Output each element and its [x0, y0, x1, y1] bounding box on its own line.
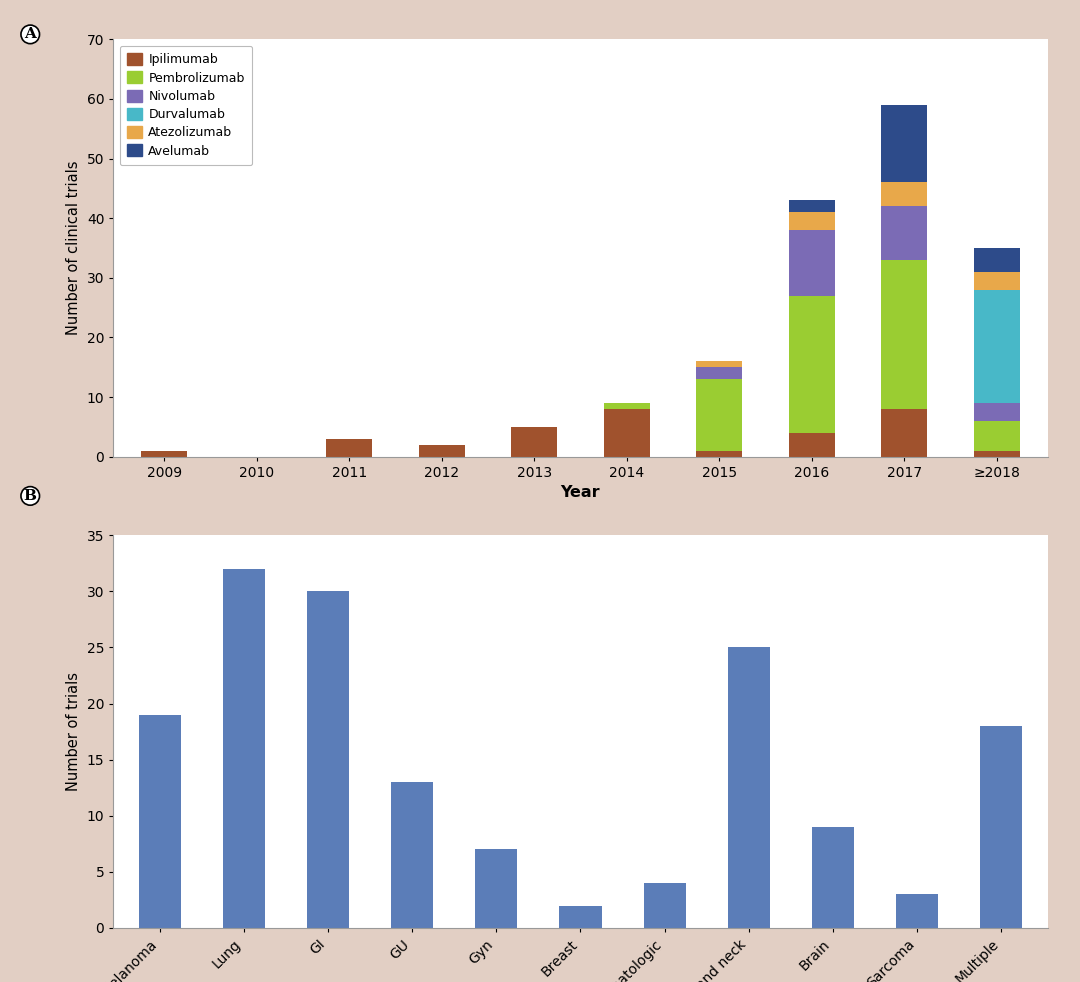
Bar: [881, 409, 928, 457]
Bar: [788, 230, 835, 296]
Bar: [881, 260, 928, 409]
X-axis label: Year: Year: [561, 485, 600, 500]
Bar: [812, 827, 854, 928]
Legend: Ipilimumab, Pembrolizumab, Nivolumab, Durvalumab, Atezolizumab, Avelumab: Ipilimumab, Pembrolizumab, Nivolumab, Du…: [120, 45, 253, 165]
Bar: [391, 782, 433, 928]
Bar: [973, 248, 1020, 272]
Bar: [973, 403, 1020, 421]
Bar: [697, 379, 742, 451]
Y-axis label: Number of clinical trials: Number of clinical trials: [66, 161, 81, 335]
Bar: [973, 290, 1020, 403]
Bar: [644, 883, 686, 928]
Bar: [697, 361, 742, 367]
Bar: [307, 591, 349, 928]
Bar: [604, 409, 650, 457]
Bar: [326, 439, 373, 457]
Bar: [222, 569, 265, 928]
Bar: [896, 895, 939, 928]
Bar: [881, 183, 928, 206]
Text: B: B: [24, 489, 37, 503]
Bar: [881, 105, 928, 183]
Bar: [511, 427, 557, 457]
Bar: [559, 905, 602, 928]
Bar: [697, 451, 742, 457]
Bar: [981, 726, 1023, 928]
Bar: [788, 200, 835, 212]
Bar: [138, 715, 180, 928]
Bar: [419, 445, 464, 457]
Bar: [604, 403, 650, 409]
Bar: [475, 849, 517, 928]
Bar: [788, 433, 835, 457]
Bar: [697, 367, 742, 379]
Bar: [881, 206, 928, 260]
Bar: [788, 212, 835, 230]
Bar: [788, 296, 835, 433]
Bar: [973, 451, 1020, 457]
Bar: [141, 451, 188, 457]
Bar: [728, 647, 770, 928]
Bar: [973, 272, 1020, 290]
Y-axis label: Number of trials: Number of trials: [66, 672, 81, 791]
Text: A: A: [25, 27, 36, 41]
Bar: [973, 421, 1020, 451]
